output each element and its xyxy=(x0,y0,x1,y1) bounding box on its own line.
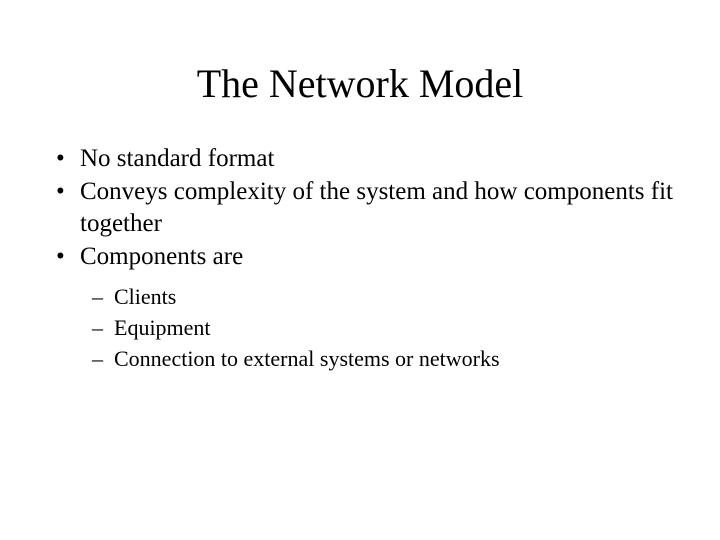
bullet-item: Components are xyxy=(56,241,680,272)
bullet-item: No standard format xyxy=(56,143,680,174)
bullet-list: No standard format Conveys complexity of… xyxy=(56,143,680,272)
sub-bullet-item: Clients xyxy=(92,282,720,313)
slide: The Network Model No standard format Con… xyxy=(0,60,720,540)
sub-bullet-item: Equipment xyxy=(92,313,720,344)
sub-bullet-item: Connection to external systems or networ… xyxy=(92,344,720,375)
sub-bullet-list: Clients Equipment Connection to external… xyxy=(92,282,720,374)
slide-title: The Network Model xyxy=(0,60,720,107)
bullet-item: Conveys complexity of the system and how… xyxy=(56,176,680,239)
